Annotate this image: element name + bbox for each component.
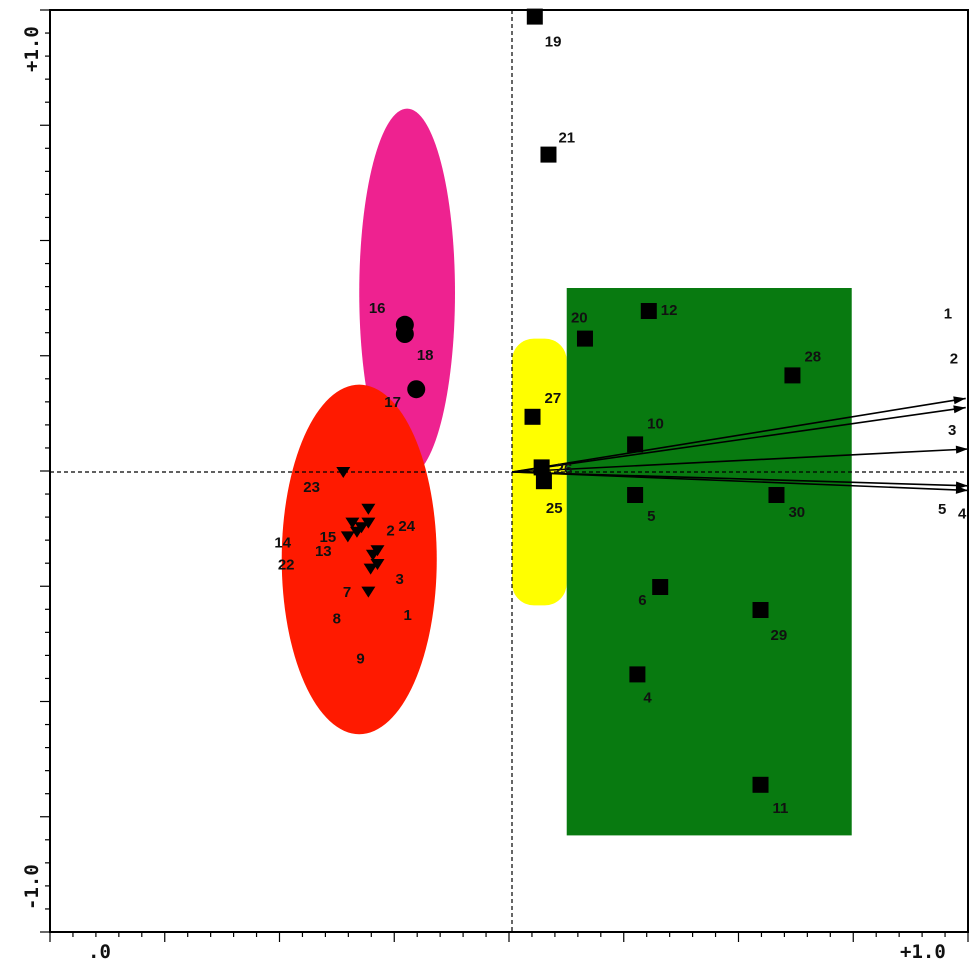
point-triangle — [361, 586, 376, 598]
point-square — [652, 579, 669, 595]
vector-label: 4 — [958, 505, 967, 522]
point-label: 1 — [403, 607, 411, 624]
point-label: 26 — [556, 460, 573, 477]
point-label: 11 — [773, 800, 789, 817]
point-triangle — [336, 467, 351, 478]
vector-3 — [511, 448, 969, 473]
point-label: 20 — [571, 310, 588, 327]
point-triangle — [370, 559, 385, 570]
point-label: 7 — [343, 584, 351, 601]
point-square — [526, 8, 543, 25]
point-triangle — [340, 531, 355, 543]
point-label: 4 — [643, 689, 652, 706]
point-label: 9 — [356, 651, 364, 668]
point-circle — [407, 380, 426, 399]
point-square — [576, 330, 593, 347]
point-label: 30 — [788, 504, 805, 521]
vector-label: 2 — [950, 351, 958, 368]
group-regions — [281, 108, 852, 836]
point-label: 28 — [804, 348, 821, 365]
point-label: 14 — [274, 535, 291, 552]
point-triangle — [345, 517, 360, 529]
vector-4 — [511, 471, 969, 492]
point-label: 10 — [647, 415, 664, 432]
point-square — [627, 436, 644, 453]
point-square — [535, 473, 552, 490]
point-triangle — [349, 526, 364, 538]
point-triangle — [361, 503, 376, 515]
point-label: 22 — [278, 556, 295, 573]
point-square — [627, 487, 644, 503]
point-square — [768, 487, 785, 503]
point-square — [752, 776, 769, 793]
point-label: 2 — [386, 523, 394, 540]
point-label: 3 — [395, 571, 403, 588]
point-label: 17 — [384, 394, 401, 411]
point-label: 15 — [320, 529, 337, 546]
vector-2 — [511, 406, 966, 473]
point-label: 21 — [558, 130, 575, 147]
point-label: 25 — [546, 500, 563, 517]
y-tick-label-bottom: -1.0 — [21, 864, 43, 910]
vector-arrowhead — [955, 445, 968, 454]
point-label: 23 — [303, 479, 320, 496]
point-square — [784, 367, 801, 384]
region-magenta — [359, 108, 455, 477]
point-circle — [395, 325, 414, 343]
x-tick-label-left: .0 — [88, 941, 111, 963]
vector-label: 3 — [948, 422, 956, 439]
point-square — [752, 602, 769, 618]
vector-arrowhead — [955, 485, 968, 494]
y-tick-label-top: +1.0 — [21, 26, 43, 72]
point-label: 12 — [661, 302, 678, 319]
point-label: 19 — [545, 34, 562, 51]
point-triangle — [361, 517, 376, 529]
axis-ticks — [40, 9, 969, 942]
point-label: 29 — [771, 627, 788, 644]
point-square — [540, 146, 557, 163]
point-square — [533, 459, 550, 476]
point-label: 27 — [545, 390, 562, 407]
point-triangle — [365, 549, 380, 561]
point-label: 13 — [315, 543, 332, 560]
point-label: 24 — [398, 518, 415, 535]
x-tick-label-right: +1.0 — [900, 941, 946, 963]
point-square — [629, 666, 646, 683]
point-label: 5 — [647, 508, 655, 525]
region-green — [566, 288, 852, 836]
point-label: 16 — [369, 300, 386, 317]
point-label: 18 — [417, 347, 434, 364]
vector-arrowhead — [953, 405, 966, 414]
point-label: 6 — [638, 592, 646, 609]
point-triangle — [363, 563, 378, 575]
vector-1 — [511, 397, 966, 473]
region-red — [281, 384, 437, 735]
point-square — [524, 408, 541, 425]
vector-label: 1 — [944, 305, 952, 322]
point-label: 8 — [333, 611, 341, 628]
vector-label: 5 — [938, 501, 946, 518]
vector-arrowhead — [953, 396, 966, 405]
point-square — [640, 303, 657, 319]
